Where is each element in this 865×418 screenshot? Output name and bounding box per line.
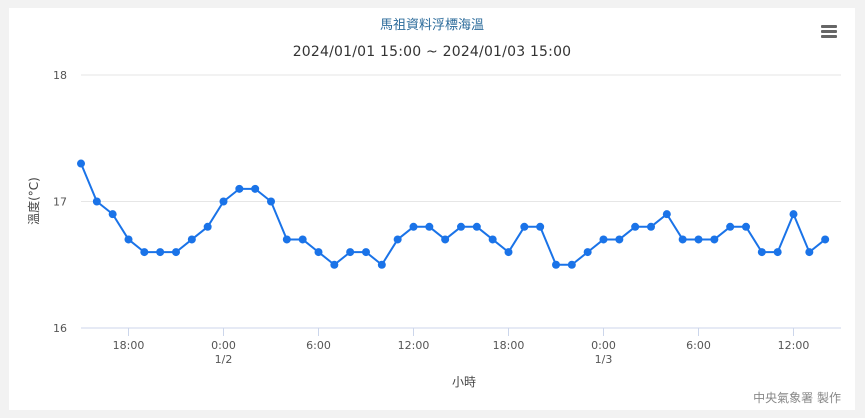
- data-point[interactable]: [710, 235, 719, 244]
- data-point[interactable]: [187, 235, 196, 244]
- data-point[interactable]: [156, 248, 165, 257]
- data-point[interactable]: [520, 222, 529, 231]
- data-point[interactable]: [805, 248, 814, 257]
- y-tick-label: 17: [53, 196, 67, 209]
- chart-title: 馬祖資料浮標海溫: [380, 18, 484, 33]
- y-axis-ticks: 16 17 18: [53, 69, 67, 335]
- data-point[interactable]: [694, 235, 703, 244]
- data-point[interactable]: [583, 248, 592, 257]
- x-tick-label: 6:00: [306, 339, 331, 352]
- data-point[interactable]: [330, 260, 339, 269]
- data-point[interactable]: [567, 260, 576, 269]
- data-point[interactable]: [536, 222, 545, 231]
- data-point[interactable]: [393, 235, 402, 244]
- x-tick-label: 12:00: [778, 339, 810, 352]
- data-point[interactable]: [488, 235, 497, 244]
- x-tick-label: 12:00: [398, 339, 430, 352]
- data-point[interactable]: [409, 222, 418, 231]
- data-point[interactable]: [472, 222, 481, 231]
- data-point[interactable]: [773, 248, 782, 257]
- data-point[interactable]: [314, 248, 323, 257]
- data-point[interactable]: [267, 197, 275, 206]
- x-tick-label: 0:00: [591, 339, 616, 352]
- data-point[interactable]: [742, 222, 750, 231]
- x-tick-label: 0:00: [211, 339, 236, 352]
- data-point[interactable]: [124, 235, 133, 244]
- x-tick-sublabel: 1/2: [215, 353, 233, 366]
- data-point[interactable]: [251, 184, 260, 193]
- data-point[interactable]: [203, 222, 212, 231]
- data-point[interactable]: [599, 235, 608, 244]
- data-point[interactable]: [346, 248, 355, 257]
- data-point[interactable]: [457, 222, 465, 231]
- series-polyline: [80, 163, 826, 266]
- y-tick-label: 18: [53, 69, 67, 82]
- data-point[interactable]: [631, 222, 640, 231]
- credit-text: 中央氣象署 製作: [753, 390, 841, 405]
- data-point[interactable]: [552, 260, 560, 269]
- data-point[interactable]: [757, 248, 766, 257]
- chart-card: 馬祖資料浮標海溫 2024/01/01 15:00 ~ 2024/01/03 1…: [9, 8, 855, 410]
- data-point[interactable]: [92, 197, 101, 206]
- y-axis-title: 溫度(°C): [26, 177, 41, 225]
- x-tick-sublabel: 1/3: [595, 353, 613, 366]
- hamburger-menu-icon[interactable]: [817, 22, 841, 44]
- data-point[interactable]: [140, 248, 149, 257]
- data-point[interactable]: [821, 235, 830, 244]
- chart-svg: 馬祖資料浮標海溫 2024/01/01 15:00 ~ 2024/01/03 1…: [26, 18, 841, 405]
- data-point[interactable]: [678, 235, 687, 244]
- data-point[interactable]: [219, 197, 228, 206]
- data-point[interactable]: [298, 235, 307, 244]
- data-point[interactable]: [726, 222, 735, 231]
- data-point[interactable]: [377, 260, 386, 269]
- data-point[interactable]: [504, 248, 513, 257]
- x-axis-title: 小時: [452, 375, 476, 389]
- y-tick-label: 16: [53, 322, 67, 335]
- data-point[interactable]: [235, 184, 244, 193]
- x-tick-label: 18:00: [113, 339, 145, 352]
- data-point[interactable]: [425, 222, 434, 231]
- x-tick-label: 18:00: [493, 339, 525, 352]
- data-point[interactable]: [108, 210, 117, 219]
- x-tick-label: 6:00: [686, 339, 711, 352]
- data-point[interactable]: [172, 248, 180, 257]
- data-point[interactable]: [615, 235, 624, 244]
- series-line: [77, 159, 830, 269]
- data-point[interactable]: [441, 235, 450, 244]
- data-point[interactable]: [647, 222, 655, 231]
- chart-subtitle: 2024/01/01 15:00 ~ 2024/01/03 15:00: [293, 44, 572, 60]
- grid-lines: [81, 74, 841, 329]
- x-axis: 18:00 0:001/26:00 12:00 18:00 0:001/36:00 12:…: [81, 327, 841, 366]
- data-point[interactable]: [789, 210, 798, 219]
- data-point[interactable]: [282, 235, 291, 244]
- data-point[interactable]: [662, 210, 671, 219]
- data-point[interactable]: [77, 159, 85, 168]
- data-point[interactable]: [362, 248, 370, 257]
